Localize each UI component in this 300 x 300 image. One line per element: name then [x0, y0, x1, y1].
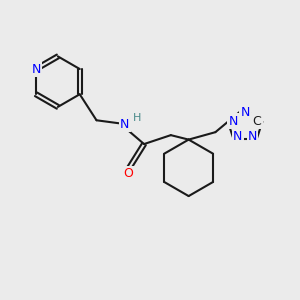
Text: C: C: [253, 115, 261, 128]
Text: O: O: [123, 167, 133, 180]
Text: H: H: [132, 113, 141, 123]
Text: N: N: [229, 115, 238, 128]
Text: N: N: [248, 130, 257, 143]
Text: N: N: [31, 62, 41, 76]
Text: N: N: [240, 106, 250, 119]
Text: N: N: [233, 130, 242, 143]
Text: N: N: [120, 118, 129, 131]
